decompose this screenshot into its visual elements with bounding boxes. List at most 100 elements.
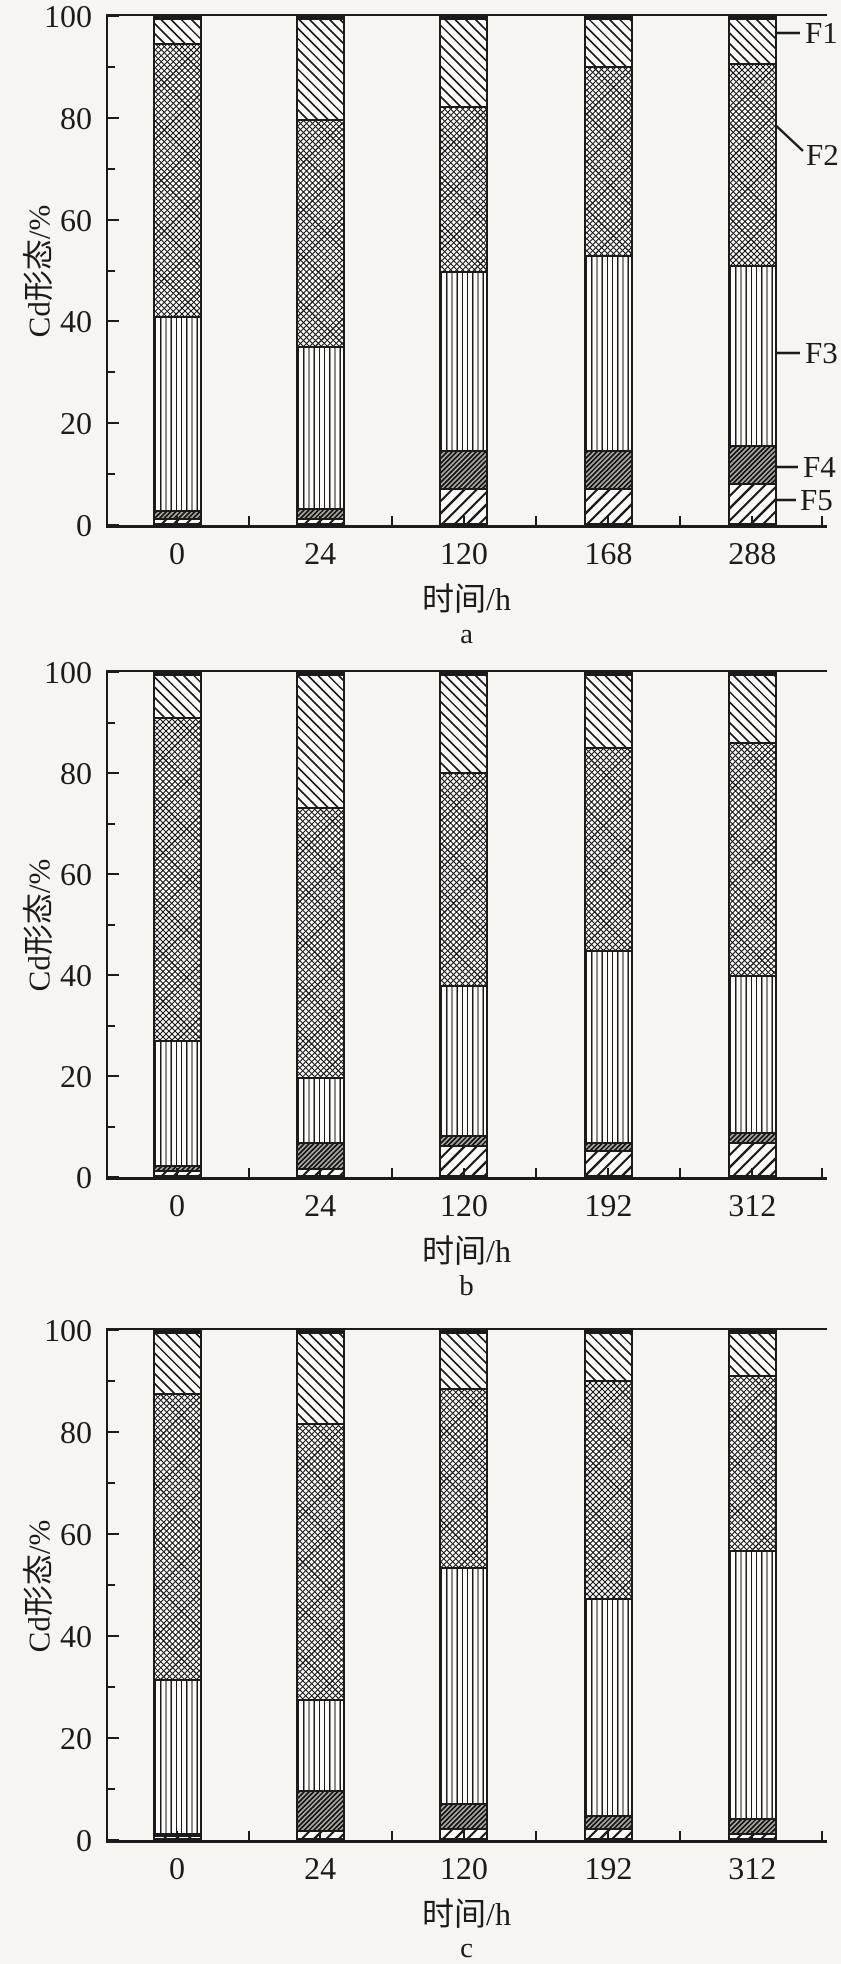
chart-panel-b: Cd形态/% 0 20 40 60 80 100 0 24 120 192 312 时间/h b [0, 655, 841, 1310]
segment-a-0h-F2 [154, 43, 200, 316]
segment-a-0h-F4 [154, 510, 200, 518]
legend-label-F5: F5 [800, 482, 833, 517]
y-tick-100 [108, 1329, 119, 1331]
y-minor-tick-30 [108, 1024, 115, 1027]
x-tick-mid-2 [534, 1831, 537, 1840]
y-minor-tick-50 [108, 1584, 115, 1586]
segment-a-168h-F1 [585, 18, 631, 66]
y-tick-60 [108, 1533, 119, 1535]
y-tick-40 [108, 1635, 119, 1637]
segment-b-120h-F3 [441, 984, 487, 1135]
y-tick-100 [108, 671, 119, 673]
x-tick-mid-3 [679, 1168, 682, 1177]
y-tick-60 [108, 873, 119, 875]
y-minor-tick-90 [108, 65, 115, 68]
segment-a-0h-F3 [154, 315, 200, 511]
y-minor-tick-10 [108, 1788, 115, 1790]
x-category-label-120: 120 [439, 1850, 488, 1886]
x-tick-center-288 [751, 516, 754, 525]
y-tick-label-20: 20 [60, 1720, 92, 1756]
x-tick-mid-1 [391, 1831, 393, 1840]
x-tick-center-0 [176, 1168, 179, 1177]
y-minor-tick-90 [108, 1380, 115, 1382]
segment-c-192h-F3 [585, 1597, 631, 1816]
x-category-label-0: 0 [169, 1187, 186, 1223]
y-tick-40 [108, 320, 119, 323]
y-minor-tick-90 [108, 721, 115, 724]
y-tick-label-0: 0 [76, 1159, 92, 1195]
plot-area-c: 0 20 40 60 80 100 0 24 120 192 312 [44, 1313, 827, 1884]
segment-a-168h-F2 [585, 65, 631, 256]
y-minor-tick-30 [108, 371, 115, 374]
segment-b-192h-F2 [585, 746, 631, 950]
y-tick-80 [108, 772, 119, 774]
x-tick-center-24 [319, 516, 322, 525]
segment-a-288h-F4 [729, 444, 775, 483]
y-tick-label-0: 0 [76, 1822, 92, 1858]
x-tick-center-120 [462, 1831, 465, 1840]
segment-a-120h-F1 [441, 18, 487, 107]
y-tick-100 [108, 15, 119, 17]
x-tick-mid-4 [820, 516, 823, 525]
bar-c-24h [295, 1330, 345, 1840]
y-tick-label-100: 100 [44, 1312, 92, 1348]
bar-a-24h [295, 16, 345, 525]
segment-c-120h-F3 [441, 1567, 487, 1803]
bar-b-312h [727, 672, 777, 1177]
segment-c-192h-F4 [585, 1815, 631, 1828]
segment-b-24h-F3 [297, 1077, 343, 1143]
segment-c-120h-F1 [441, 1332, 487, 1388]
bar-b-24h [295, 672, 345, 1177]
bar-b-120h [439, 672, 489, 1177]
y-tick-40 [108, 974, 119, 976]
bar-b-192h [583, 672, 633, 1177]
bar-b-0h [152, 672, 202, 1177]
x-tick-center-312 [751, 1168, 754, 1177]
x-tick-mid-4 [820, 1168, 823, 1177]
y-tick-80 [108, 1431, 119, 1433]
segment-c-0h-F3 [154, 1678, 200, 1833]
y-tick-label-40: 40 [60, 957, 92, 993]
segment-a-24h-F2 [297, 119, 343, 347]
x-tick-center-0 [176, 1831, 179, 1840]
segment-b-0h-F3 [154, 1039, 200, 1165]
x-category-label-120: 120 [439, 1187, 488, 1223]
y-tick-label-20: 20 [60, 1058, 92, 1094]
x-category-label-168: 168 [584, 535, 633, 571]
plot-area-a: 0 20 40 60 80 100 0 24 120 168 288 [44, 0, 827, 569]
y-tick-label-80: 80 [60, 1414, 92, 1450]
y-tick-label-60: 60 [60, 201, 92, 238]
y-minor-tick-50 [108, 923, 115, 926]
bar-a-288h [727, 16, 777, 525]
bar-a-168h [583, 16, 633, 525]
segment-b-0h-F2 [154, 716, 200, 1040]
x-tick-mid-0 [247, 1831, 250, 1840]
x-axis-title: 时间/h [422, 1233, 511, 1269]
segment-c-24h-F3 [297, 1698, 343, 1790]
x-tick-center-120 [462, 516, 465, 525]
y-tick-label-100: 100 [44, 0, 92, 34]
bar-a-0h [152, 16, 202, 525]
y-tick-label-0: 0 [76, 507, 92, 543]
segment-b-192h-F3 [585, 949, 631, 1143]
x-tick-center-0 [176, 516, 179, 525]
x-tick-center-192 [607, 1168, 610, 1177]
x-category-label-0: 0 [169, 535, 186, 571]
segment-b-120h-F1 [441, 674, 487, 772]
x-tick-mid-1 [391, 516, 393, 525]
y-tick-label-60: 60 [60, 1516, 92, 1552]
x-tick-center-24 [319, 1831, 322, 1840]
y-tick-label-60: 60 [60, 856, 92, 892]
bar-c-0h [152, 1330, 202, 1840]
x-tick-center-168 [607, 516, 610, 525]
segment-b-24h-F4 [297, 1142, 343, 1168]
segment-a-24h-F1 [297, 18, 343, 119]
y-tick-label-40: 40 [60, 1618, 92, 1654]
x-category-label-24: 24 [304, 535, 337, 571]
y-tick-label-80: 80 [60, 755, 92, 791]
segment-b-120h-F2 [441, 771, 487, 985]
legend-label-F4: F4 [803, 449, 836, 484]
y-tick-label-100: 100 [44, 654, 92, 690]
x-category-label-312: 312 [728, 1850, 777, 1886]
x-tick-center-312 [751, 1831, 754, 1840]
